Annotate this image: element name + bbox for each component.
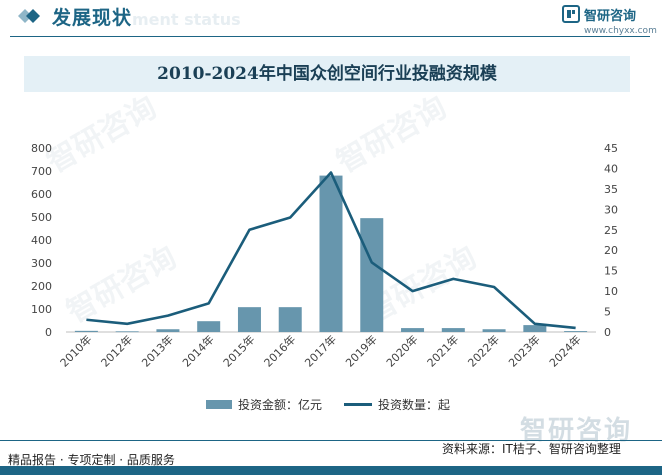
bar	[237, 307, 261, 332]
x-tick-label: 2010年	[57, 332, 94, 369]
y-left-tick-label: 600	[31, 188, 52, 201]
bar	[156, 329, 180, 332]
x-tick-label: 2020年	[383, 332, 420, 369]
bar	[74, 330, 98, 332]
x-tick-label: 2013年	[139, 332, 176, 369]
legend-bar-label: 投资金额：亿元	[238, 397, 323, 412]
legend-bar-swatch	[206, 399, 232, 409]
x-tick-label: 2012年	[98, 332, 135, 369]
chart-title-box: 2010-2024年中国众创空间行业投融资规模	[24, 56, 630, 92]
x-tick-label: 2023年	[505, 332, 542, 369]
y-left-tick-label: 400	[31, 234, 52, 247]
brand-logo-group: 智研咨询	[562, 4, 636, 24]
footer-tagline: 精品报告 · 专项定制 · 品质服务	[8, 453, 175, 467]
y-right-tick-label: 35	[604, 183, 618, 196]
y-left-tick-label: 0	[45, 326, 52, 339]
page-header: ment status 发展现状 智研咨询 www.chyxx.com	[0, 0, 662, 40]
x-tick-label: 2021年	[424, 332, 461, 369]
y-right-tick-label: 15	[604, 265, 618, 278]
x-tick-label: 2017年	[302, 332, 339, 369]
y-left-tick-label: 100	[31, 303, 52, 316]
y-left-tick-label: 300	[31, 257, 52, 270]
y-right-tick-label: 5	[604, 306, 611, 319]
bar	[441, 328, 465, 332]
bar	[482, 329, 506, 332]
footer-watermark-logo: 智研咨询	[520, 416, 633, 446]
combo-chart: 0 100 200 300 400 500 600 700 800 0 5 10 15 20 25 30 35 4…	[31, 142, 618, 370]
data-source: 资料来源：IT桔子、智研咨询整理	[442, 442, 621, 456]
y-right-tick-label: 25	[604, 224, 618, 237]
bar	[564, 331, 588, 332]
bar	[360, 218, 384, 332]
legend-line-swatch	[344, 402, 373, 406]
chart-title: 2010-2024年中国众创空间行业投融资规模	[157, 64, 497, 84]
y-right-tick-label: 0	[604, 326, 611, 339]
bar	[278, 307, 302, 332]
bar	[115, 331, 139, 333]
x-tick-label: 2019年	[342, 332, 379, 369]
x-tick-label: 2014年	[179, 332, 216, 369]
footer-divider	[0, 440, 662, 441]
page-footer: 精品报告 · 专项定制 · 品质服务 资料来源：IT桔子、智研咨询整理	[0, 440, 662, 475]
chart-legend: 投资金额：亿元 投资数量：起	[206, 396, 450, 412]
legend-line-label: 投资数量：起	[378, 397, 451, 412]
y-left-tick-label: 700	[31, 165, 52, 178]
bar	[197, 321, 221, 332]
bar	[401, 328, 425, 332]
y-right-tick-label: 40	[604, 162, 618, 175]
page-title: 发展现状	[52, 7, 133, 29]
series-line	[86, 171, 576, 330]
brand-url: www.chyxx.com	[584, 26, 657, 36]
y-right-tick-label: 10	[604, 285, 618, 298]
y-right-tick-label: 45	[604, 142, 618, 155]
header-subtitle: ment status	[132, 10, 241, 29]
y-right-tick-label: 20	[604, 244, 618, 257]
brand-logo-icon	[562, 5, 580, 23]
x-tick-label: 2016年	[261, 332, 298, 369]
diamond-icon	[18, 9, 40, 23]
y-left-tick-label: 500	[31, 211, 52, 224]
bar	[319, 175, 343, 332]
y-right-tick-label: 30	[604, 203, 618, 216]
x-tick-label: 2024年	[546, 332, 583, 369]
brand-name: 智研咨询	[584, 8, 637, 24]
y-left-tick-label: 800	[31, 142, 52, 155]
y-left-tick-label: 200	[31, 280, 52, 293]
footer-bar	[0, 466, 662, 475]
header-divider	[10, 36, 650, 37]
x-tick-label: 2015年	[220, 332, 257, 369]
x-tick-label: 2022年	[465, 332, 502, 369]
bar	[523, 325, 547, 332]
